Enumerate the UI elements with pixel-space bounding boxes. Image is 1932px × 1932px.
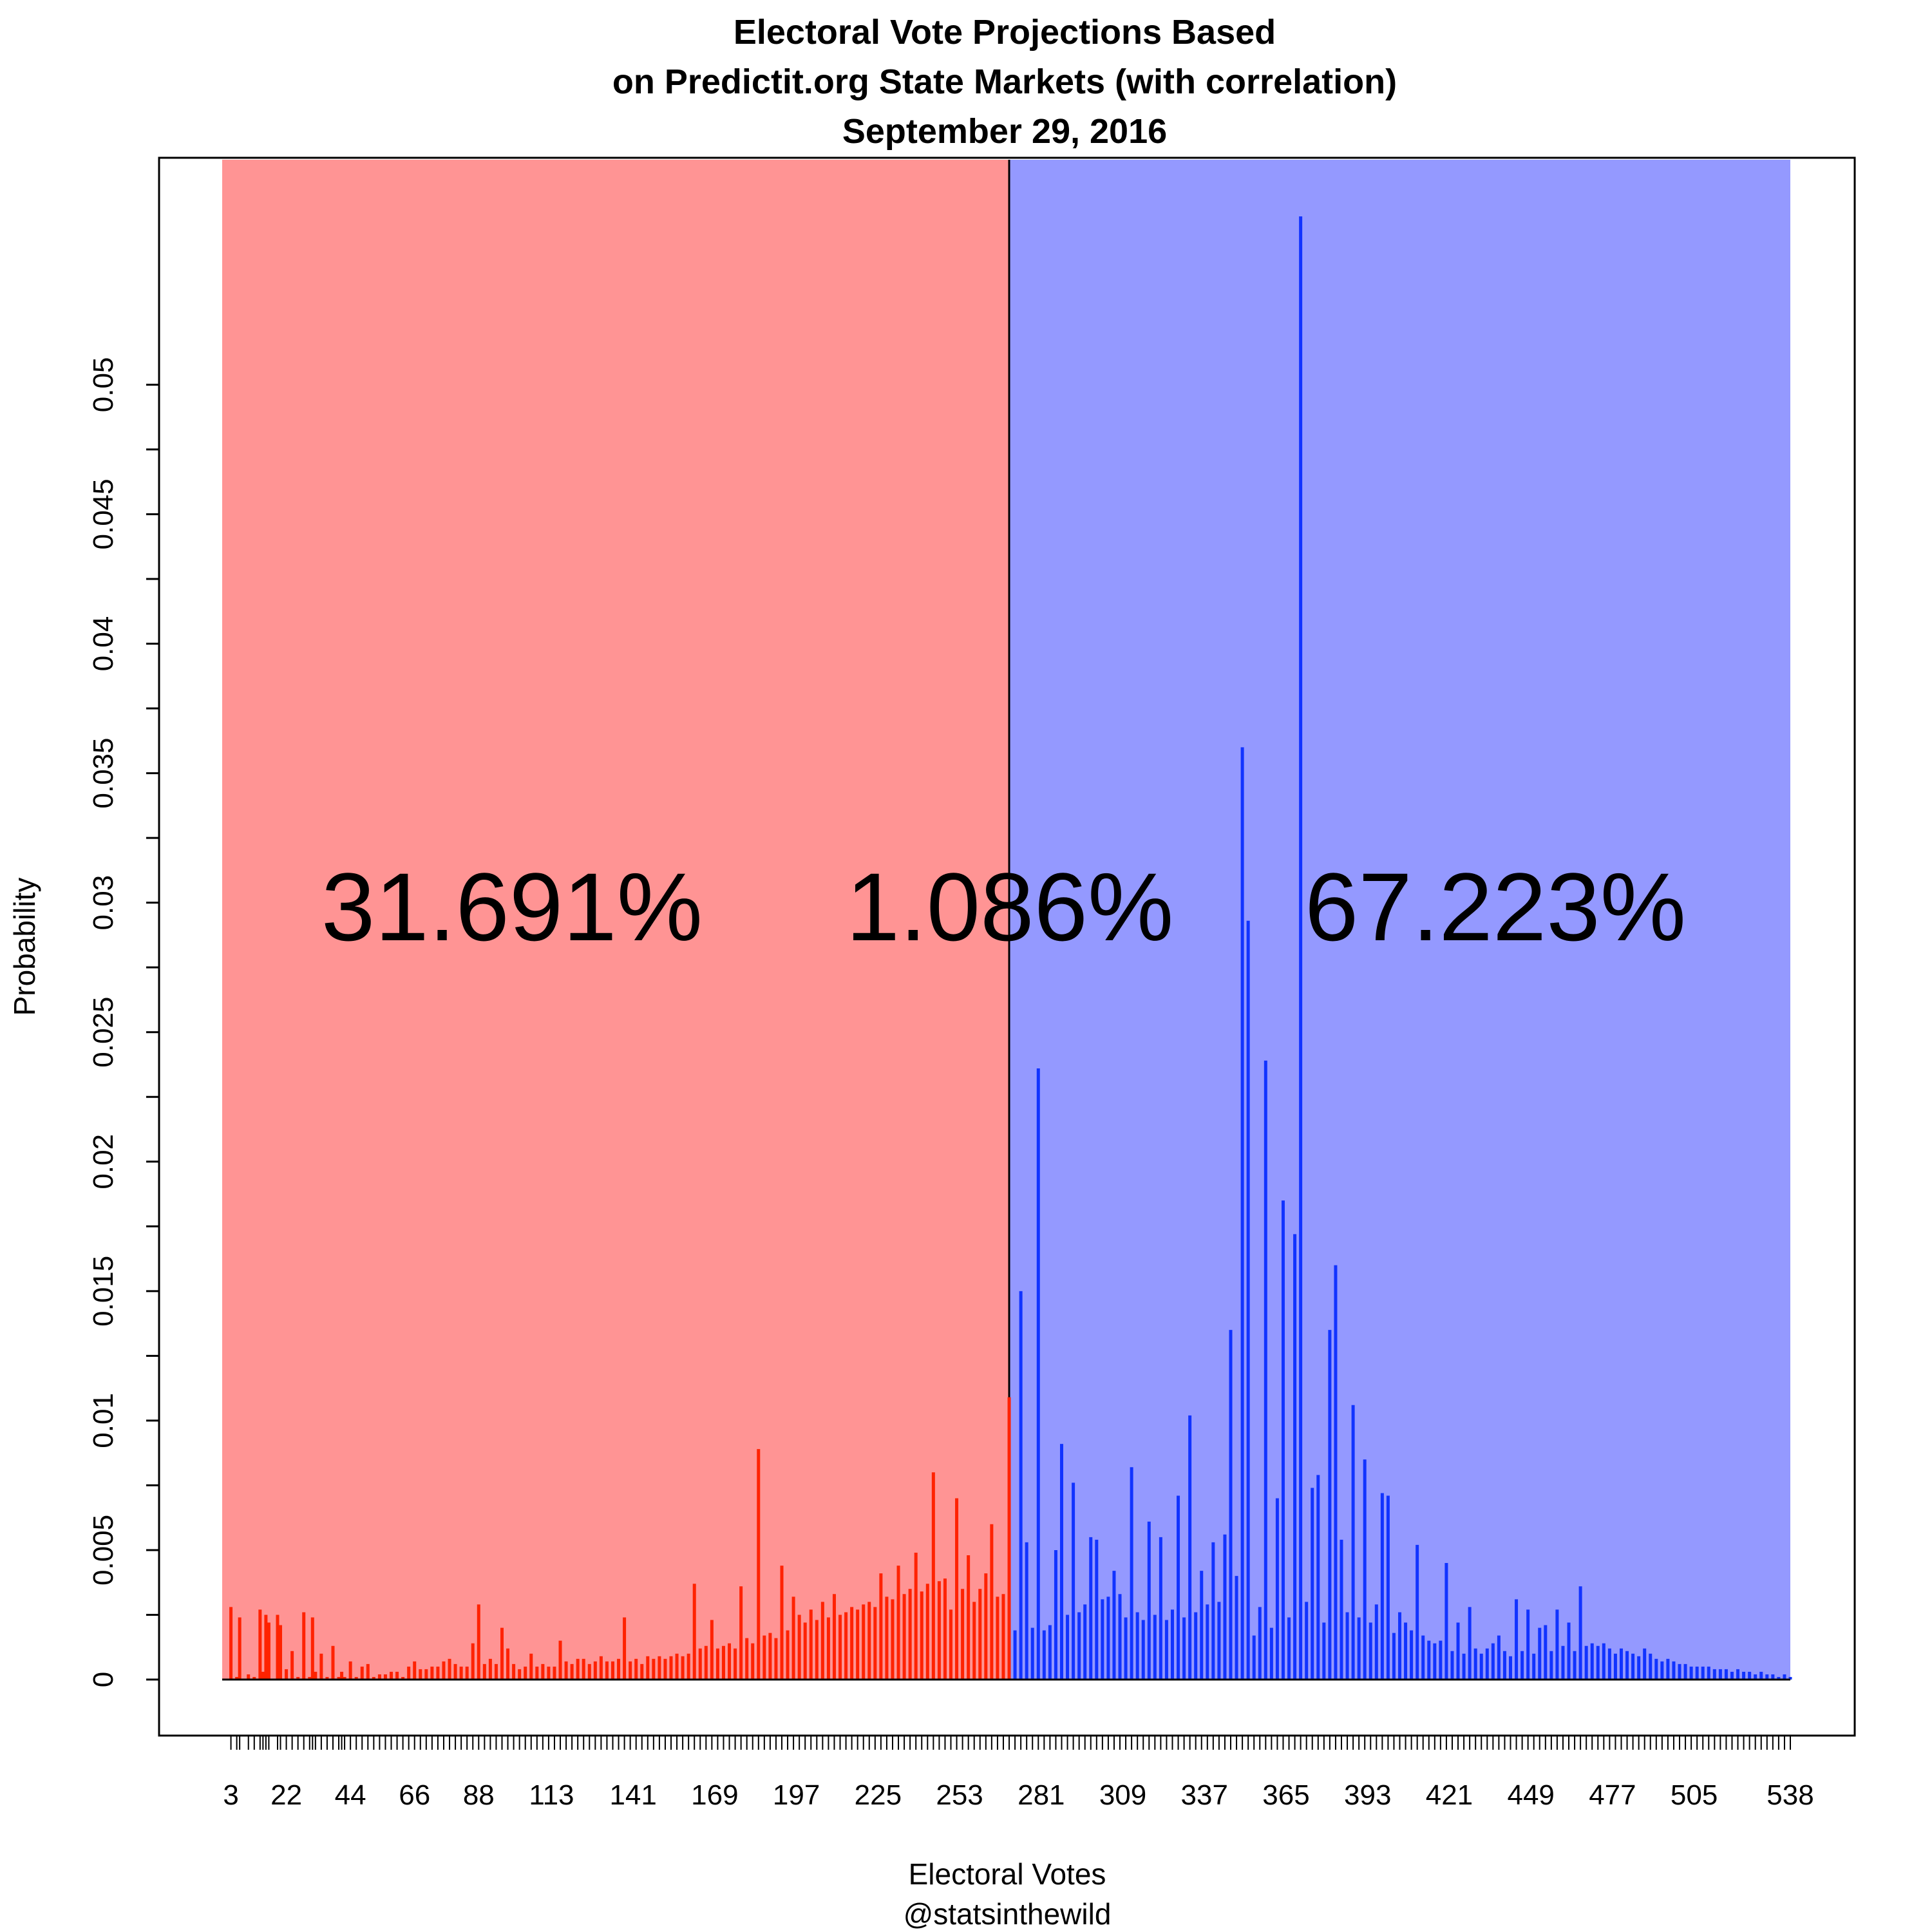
y-tick-label: 0 [88,1672,119,1687]
x-tick-label: 66 [399,1779,430,1811]
x-tick-label: 393 [1344,1779,1391,1811]
x-tick-label: 44 [335,1779,366,1811]
x-axis-label: Electoral Votes [909,1857,1106,1891]
x-tick-label: 22 [270,1779,302,1811]
y-tick-label: 0.005 [88,1515,119,1586]
x-tick-label: 337 [1181,1779,1228,1811]
y-tick-label: 0.04 [88,616,119,672]
x-axis: 3 22 44 66 88 113 141 169 197 225 253 281 309 337 365 3… [223,1734,1814,1811]
chart-title-line-1: Electoral Vote Projections Based [734,13,1276,52]
region-left [222,160,1010,1680]
left-percentage: 31.691% [321,853,703,961]
x-tick-label: 538 [1766,1779,1814,1811]
x-tick-label: 197 [773,1779,820,1811]
y-tick-label: 0.015 [88,1256,119,1327]
y-tick-label: 0.02 [88,1134,119,1189]
y-tick-label: 0.035 [88,738,119,809]
x-tick-label: 365 [1262,1779,1309,1811]
x-tick-label: 505 [1671,1779,1718,1811]
y-tick-label: 0.01 [88,1393,119,1448]
y-tick-label: 0.025 [88,997,119,1068]
x-tick-label: 253 [936,1779,983,1811]
x-tick-label: 225 [855,1779,902,1811]
right-percentage: 67.223% [1305,853,1686,961]
chart-title-line-2: on Predictit.org State Markets (with cor… [612,62,1397,101]
y-axis: 0 0.005 0.01 0.015 0.02 0.025 0.03 0.035 0.04 0.0… [88,357,160,1687]
x-tick-label: 88 [463,1779,495,1811]
y-axis-label: Probability [8,878,41,1016]
middle-percentage: 1.086% [846,853,1174,961]
x-tick-label: 309 [1099,1779,1146,1811]
x-tick-label: 421 [1426,1779,1473,1811]
region-right [1009,160,1790,1680]
y-tick-label: 0.03 [88,875,119,931]
x-tick-label: 141 [609,1779,656,1811]
credit-label: @statsinthewild [904,1897,1112,1931]
chart-title-line-3: September 29, 2016 [842,112,1167,151]
y-tick-label: 0.045 [88,478,119,549]
x-tick-label: 281 [1018,1779,1065,1811]
bars-group [229,216,1792,1680]
x-tick-label: 3 [223,1779,238,1811]
y-tick-label: 0.05 [88,357,119,413]
x-tick-label: 449 [1507,1779,1554,1811]
x-tick-label: 169 [691,1779,738,1811]
x-tick-label: 477 [1589,1779,1636,1811]
plot-frame [158,156,1856,1737]
x-tick-label: 113 [529,1779,574,1811]
